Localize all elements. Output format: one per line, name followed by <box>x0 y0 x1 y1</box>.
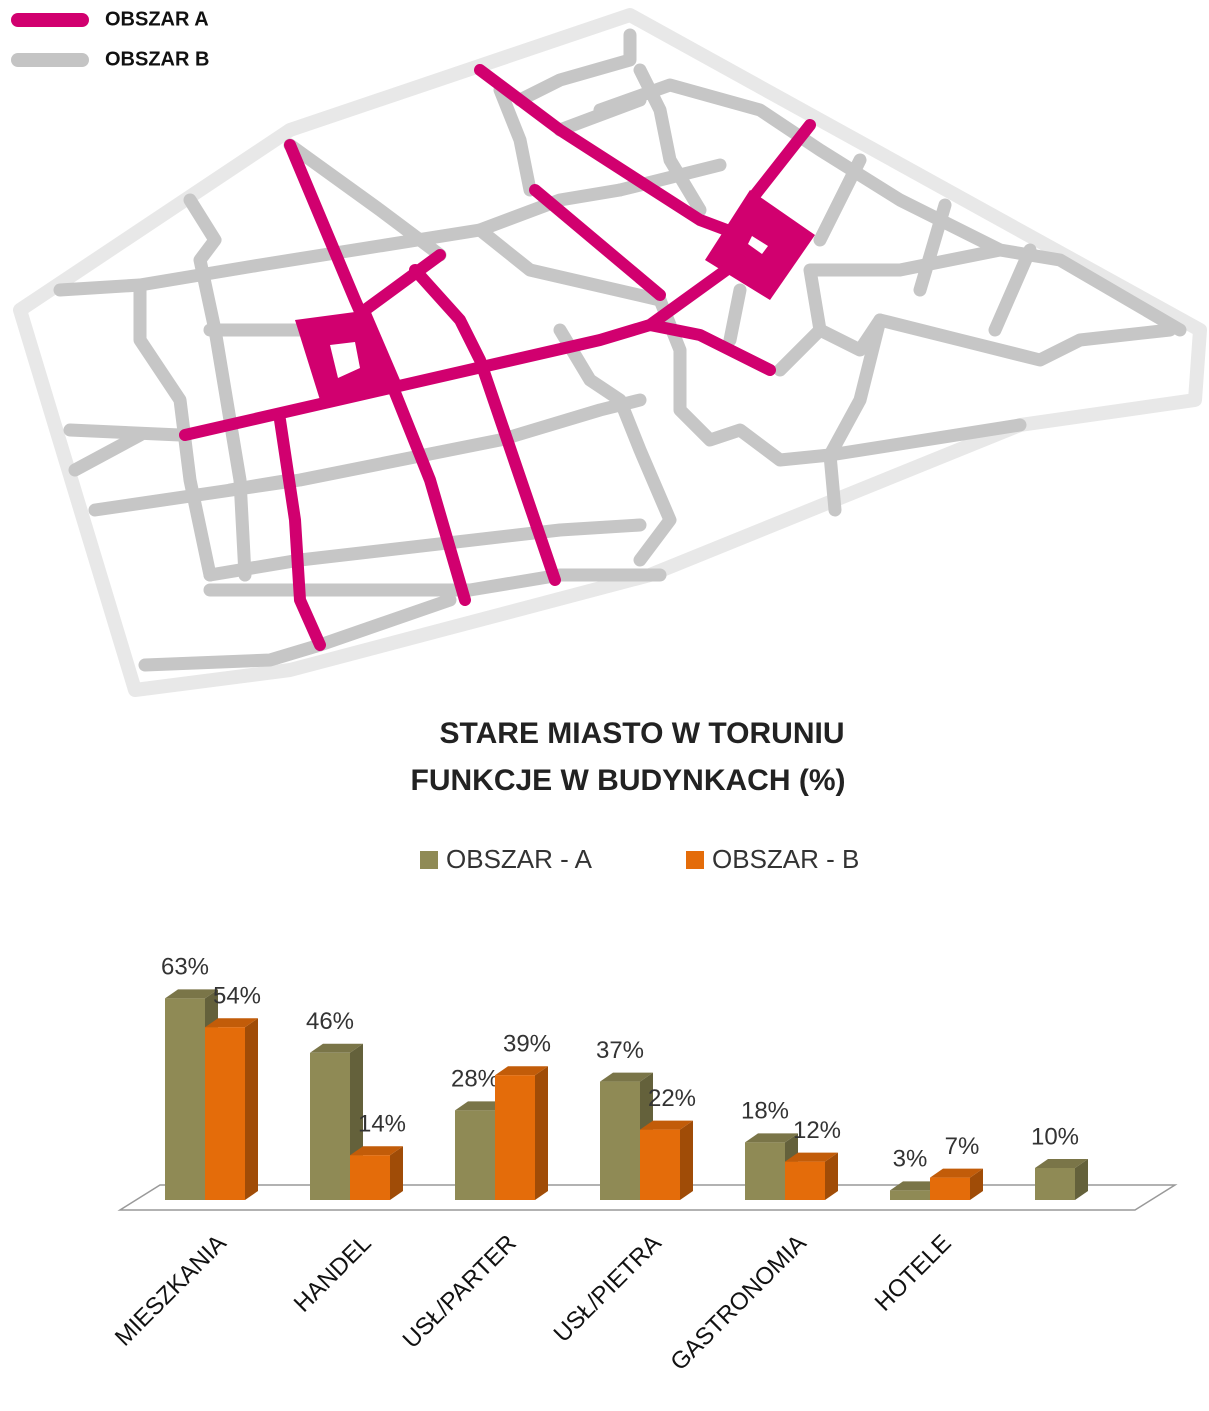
bar <box>890 1190 930 1200</box>
bar <box>495 1075 535 1200</box>
bar-side <box>680 1120 693 1200</box>
data-label: 7% <box>945 1133 980 1160</box>
streets-b <box>53 28 1187 672</box>
x-tick-label: HOTELE <box>870 1230 957 1317</box>
x-tick-label: HANDEL <box>289 1230 377 1318</box>
bar-top <box>785 1152 838 1162</box>
map-outline <box>13 8 1207 697</box>
bar-top <box>495 1066 548 1076</box>
legend-swatch <box>420 851 438 869</box>
data-label: 28% <box>451 1066 499 1093</box>
bar-top <box>600 1072 653 1082</box>
bar-top <box>930 1168 983 1178</box>
bar-top <box>350 1146 403 1156</box>
bar-top <box>165 989 218 999</box>
legend-label: OBSZAR - A <box>446 844 593 874</box>
legend-label: OBSZAR - B <box>712 844 859 874</box>
bar-top <box>890 1181 943 1191</box>
bar-side <box>245 1018 258 1200</box>
chart-title: STARE MIASTO W TORUNIU <box>440 717 845 750</box>
bar <box>455 1110 495 1200</box>
chart-title: FUNKCJE W BUDYNKACH (%) <box>411 764 846 797</box>
bar-top <box>745 1133 798 1143</box>
legend-label: OBSZAR A <box>105 8 209 30</box>
data-label: 63% <box>161 954 209 981</box>
bar <box>1035 1168 1075 1200</box>
bar-side <box>1075 1159 1088 1200</box>
x-tick-label: GASTRONOMIA <box>665 1230 811 1376</box>
data-label: 10% <box>1031 1123 1079 1150</box>
map <box>13 8 1207 697</box>
x-tick-label: USŁ/PARTER <box>398 1230 522 1354</box>
bar <box>165 998 205 1200</box>
data-label: 14% <box>358 1111 406 1138</box>
data-label: 46% <box>306 1008 354 1035</box>
data-label: 3% <box>893 1146 928 1173</box>
bar-top <box>640 1120 693 1130</box>
bar-side <box>535 1066 548 1200</box>
bar <box>600 1081 640 1200</box>
data-label: 22% <box>648 1085 696 1112</box>
data-label: 37% <box>596 1037 644 1064</box>
bar-side <box>970 1168 983 1200</box>
bar <box>205 1027 245 1200</box>
bar <box>310 1052 350 1200</box>
data-label: 12% <box>793 1117 841 1144</box>
bar <box>350 1155 390 1200</box>
bar-top <box>310 1043 363 1053</box>
data-label: 18% <box>741 1098 789 1125</box>
bar <box>785 1161 825 1200</box>
bar-top <box>1035 1159 1088 1168</box>
legend-swatch <box>686 851 704 869</box>
legend-label: OBSZAR B <box>105 48 209 70</box>
bar-top <box>455 1101 508 1111</box>
streets-a <box>179 64 816 651</box>
bar <box>745 1142 785 1200</box>
bar-top <box>205 1018 258 1028</box>
x-tick-label: MIESZKANIA <box>110 1230 232 1352</box>
data-label: 39% <box>503 1031 551 1058</box>
bar-side <box>390 1146 403 1200</box>
bar-side <box>825 1152 838 1200</box>
bar <box>930 1177 970 1200</box>
data-label: 54% <box>213 983 261 1010</box>
x-tick-label: USŁ/PIETRA <box>549 1230 667 1348</box>
bar <box>640 1129 680 1200</box>
